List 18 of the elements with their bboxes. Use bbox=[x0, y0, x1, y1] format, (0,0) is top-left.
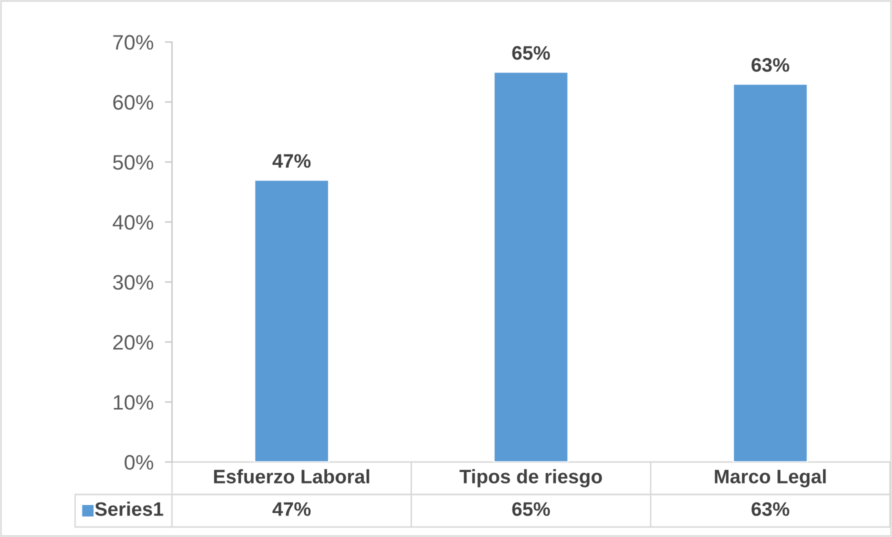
data-label: 47% bbox=[272, 502, 311, 516]
y-tick-label: 40% bbox=[112, 215, 154, 230]
data-label: 63% bbox=[752, 502, 790, 516]
y-tick-label: 0% bbox=[124, 455, 154, 470]
y-tick-label: 10% bbox=[114, 395, 154, 410]
y-tick-label: 70% bbox=[113, 35, 154, 50]
legend-label: Series1 bbox=[95, 502, 164, 516]
data-label: 65% bbox=[512, 502, 550, 516]
y-tick-label: 30% bbox=[113, 275, 154, 290]
text: 47% bbox=[272, 154, 311, 168]
y-tick-label: 20% bbox=[113, 335, 154, 350]
x-tick-label: Esfuerzo Laboral bbox=[214, 469, 370, 484]
text: 65% bbox=[512, 46, 550, 60]
x-tick-label: Tipos de riesgo bbox=[460, 469, 602, 488]
y-tick-label: 60% bbox=[113, 95, 154, 110]
text: 63% bbox=[752, 58, 790, 72]
y-tick-label: 50% bbox=[113, 155, 154, 170]
x-tick-label: Marco Legal bbox=[714, 469, 826, 488]
